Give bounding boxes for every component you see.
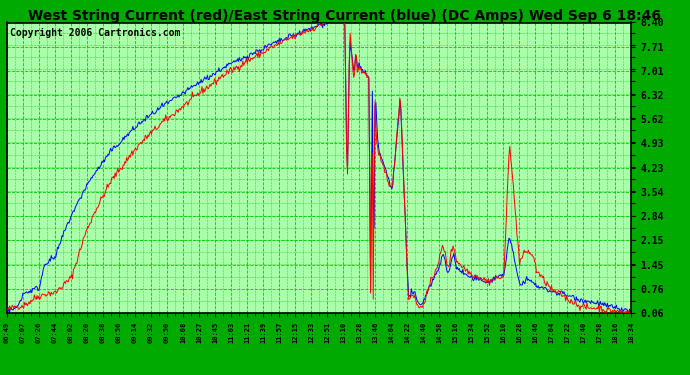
Text: West String Current (red)/East String Current (blue) (DC Amps) Wed Sep 6 18:46: West String Current (red)/East String Cu… bbox=[28, 9, 662, 23]
Text: Copyright 2006 Cartronics.com: Copyright 2006 Cartronics.com bbox=[10, 28, 180, 38]
